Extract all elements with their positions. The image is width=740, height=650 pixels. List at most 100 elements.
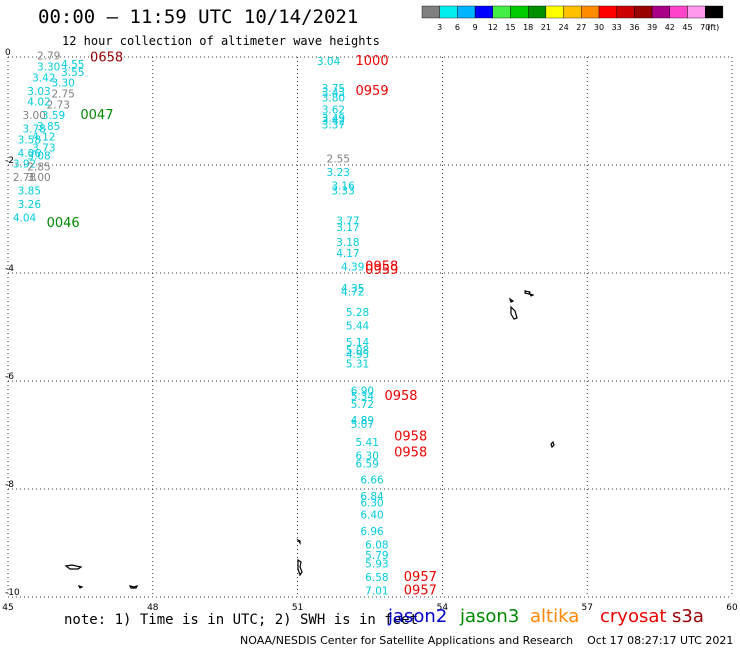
x-tick-label: 60: [726, 603, 738, 613]
scale-label: 18: [523, 23, 533, 32]
scale-swatch: [439, 5, 458, 19]
scale-label: 70: [700, 23, 710, 32]
swh-value: 2.79: [37, 51, 60, 63]
footer-note: note: 1) Time is in UTC; 2) SWH is in fe…: [64, 612, 419, 628]
pass-time-label: 0958: [394, 446, 427, 461]
swh-value: 5.44: [346, 321, 370, 333]
swh-value: 3.30: [37, 62, 60, 74]
swh-value: 3.55: [61, 67, 84, 79]
swh-value: 3.80: [322, 92, 345, 104]
swh-value: 3.33: [331, 186, 354, 198]
swh-value: 3.42: [32, 72, 55, 84]
swh-value: 6.58: [365, 572, 388, 584]
legend-altika: altika: [530, 606, 580, 627]
swh-value: 4.06: [18, 148, 42, 160]
pass-time-label: 0959: [365, 263, 398, 278]
swh-value: 4.72: [341, 287, 364, 299]
y-tick-label: -8: [5, 480, 14, 490]
pass-time-label: 0658: [90, 50, 123, 65]
scale-label: 9: [473, 23, 478, 32]
map-grid: 45 48 51 54 57 60 0 -2 -4 -6 -8 -10: [2, 48, 738, 613]
swh-value: 6.84: [360, 491, 384, 503]
swh-value: 3.18: [336, 237, 359, 249]
swh-value: 4.35: [341, 283, 364, 295]
swh-value: 7.01: [365, 585, 388, 597]
island-shape: [64, 564, 139, 589]
swh-value: 6.90: [351, 386, 374, 398]
scale-label: 42: [665, 23, 675, 32]
legend-cryosat: cryosat: [600, 606, 667, 627]
swh-value: 5.31: [346, 359, 369, 371]
scale-swatch: [687, 5, 706, 19]
scale-swatch: [528, 5, 547, 19]
swh-value: 6.66: [360, 475, 384, 487]
swh-value: 3.75: [322, 83, 345, 95]
pass-time-label: 0047: [80, 108, 113, 123]
page-title: 00:00 – 11:59 UTC 10/14/2021: [38, 6, 359, 28]
y-tick-label: -10: [5, 588, 20, 598]
swh-value: 6.30: [356, 450, 379, 462]
swh-value: 3.30: [51, 78, 74, 90]
swh-value: 3.03: [27, 86, 50, 98]
x-tick-label: 57: [581, 603, 592, 613]
island-shape: [550, 440, 555, 449]
swh-value: 6.96: [360, 526, 384, 538]
swh-value: 3.59: [42, 110, 65, 122]
swh-value: 4.04: [13, 213, 37, 225]
scale-swatch: [598, 5, 617, 19]
scale-swatch: [581, 5, 600, 19]
swh-value: 3.58: [18, 134, 41, 146]
swh-value: 3.73: [32, 143, 55, 155]
swh-value: 4.95: [346, 349, 369, 361]
y-tick-label: 0: [5, 48, 11, 58]
scale-swatch: [616, 5, 635, 19]
pass-time-label: 0958: [365, 259, 398, 274]
scale-swatch: [474, 5, 494, 19]
page-subtitle: 12 hour collection of altimeter wave hei…: [62, 34, 380, 48]
swh-value: 5.72: [351, 399, 374, 411]
swh-value: 3.26: [18, 199, 42, 211]
swh-value: 3.77: [336, 215, 359, 227]
scale-swatch: [563, 5, 582, 19]
swh-value: 5.07: [351, 419, 374, 431]
swh-value: 2.85: [27, 161, 50, 173]
y-tick-label: -6: [5, 372, 14, 382]
swh-value: 4.55: [61, 59, 84, 71]
swh-value: 5.34: [351, 391, 375, 403]
x-tick-label: 45: [2, 603, 13, 613]
pass-time-label: 0957: [404, 583, 437, 598]
scale-swatch: [651, 5, 670, 19]
swh-value: 4.02: [27, 97, 50, 109]
land-outlines: [64, 290, 555, 589]
scale-label: 36: [629, 23, 639, 32]
y-tick-label: -2: [5, 156, 14, 166]
swh-value: 5.14: [346, 337, 370, 349]
y-tick-label: -4: [5, 264, 14, 274]
swh-value: 3.37: [322, 119, 345, 131]
legend-jason2: jason2: [388, 606, 448, 627]
swh-value: 5.08: [346, 345, 369, 357]
swh-value: 3.78: [22, 124, 45, 136]
scale-label: 12: [488, 23, 498, 32]
island-shape: [296, 538, 303, 577]
scale-label: 27: [576, 23, 586, 32]
swh-value: 6.30: [360, 497, 383, 509]
swh-value: 3.23: [327, 167, 350, 179]
swh-value: 3.00: [27, 172, 50, 184]
scale-swatch: [421, 5, 440, 19]
scale-label: 24: [559, 23, 569, 32]
x-tick-label: 51: [292, 603, 303, 613]
scale-swatch: [545, 5, 564, 19]
swh-value: 6.08: [365, 539, 388, 551]
swh-value: 5.41: [356, 437, 379, 449]
swh-value: 2.78: [13, 172, 36, 184]
swh-value: 3.04: [317, 56, 341, 68]
swh-value: 5.93: [365, 558, 388, 570]
swh-value: 3.08: [27, 151, 50, 163]
scale-swatch: [669, 5, 688, 19]
swh-value: 3.85: [18, 186, 41, 198]
scale-label: 30: [594, 23, 604, 32]
pass-time-label: 0957: [404, 570, 437, 585]
swh-value: 2.73: [47, 99, 70, 111]
